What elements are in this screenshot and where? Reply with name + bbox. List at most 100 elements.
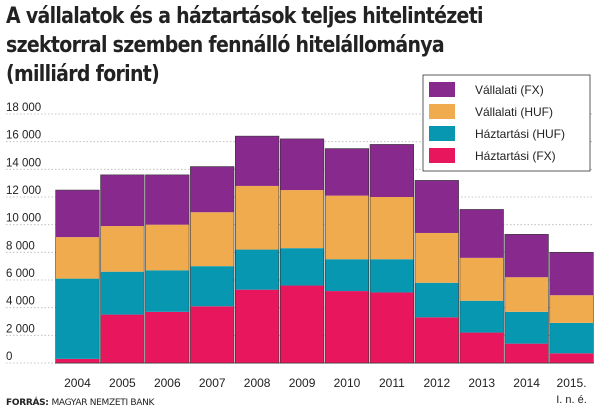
x-tick-label: 2010 xyxy=(334,376,361,390)
chart-title-line-1: A vállalatok és a háztartások teljes hit… xyxy=(6,4,484,29)
x-tick-label: 2011 xyxy=(379,376,405,390)
bar-segment xyxy=(190,166,235,213)
bar-outline xyxy=(55,189,100,364)
x-tick-label: 2008 xyxy=(244,376,271,390)
bars xyxy=(55,135,594,364)
bar-segment xyxy=(100,314,145,363)
chart-title: A vállalatok és a háztartások teljes hit… xyxy=(6,2,484,89)
bar-segment xyxy=(414,180,459,233)
bar-segment xyxy=(55,190,100,238)
x-tick-label: 2012 xyxy=(423,376,450,390)
bar-segment xyxy=(235,249,279,290)
bar-outline xyxy=(459,209,504,364)
bar-segment xyxy=(55,358,100,363)
y-tick-label: 0 xyxy=(6,351,12,363)
bar-segment xyxy=(190,212,235,267)
bar-outline xyxy=(235,135,280,364)
bar-segment xyxy=(145,311,190,363)
bar-segment xyxy=(414,282,459,318)
source-note: FORRÁS: MAGYAR NEMZETI BANK xyxy=(6,398,154,408)
bar-segment xyxy=(235,136,279,186)
bar-segment xyxy=(370,197,414,260)
legend: Vállalati (FX) Vállalati (HUF) Háztartási … xyxy=(422,74,591,172)
bar-outline xyxy=(324,148,370,364)
y-tick-label: 14 000 xyxy=(6,157,41,169)
bar-segment xyxy=(459,332,504,363)
y-tick-label: 12 000 xyxy=(6,185,41,197)
bar-segment xyxy=(55,237,100,279)
chart-title-line-2: szektorral szemben fennálló hitelállomán… xyxy=(6,33,445,58)
legend-label: Vállalati (FX) xyxy=(475,83,544,97)
x-tick-label: 2004 xyxy=(64,376,91,390)
bar-outline xyxy=(504,234,549,364)
bar-segment xyxy=(549,353,594,363)
x-tick-label: 2009 xyxy=(289,376,316,390)
bar-segment xyxy=(145,224,190,271)
y-tick-label: 10 000 xyxy=(6,213,41,225)
bar-segment xyxy=(280,285,324,363)
bar-segment xyxy=(100,174,145,227)
bar-segment xyxy=(145,270,190,312)
bar-segment xyxy=(280,248,324,286)
bar-segment xyxy=(100,271,145,315)
legend-swatch xyxy=(429,104,455,119)
bar-segment xyxy=(325,259,369,292)
bar-outline xyxy=(190,166,235,364)
bar-segment xyxy=(459,257,504,301)
x-tick-label: 2006 xyxy=(154,376,181,390)
source-text: MAGYAR NEMZETI BANK xyxy=(51,398,155,408)
bar-segment xyxy=(55,278,100,359)
legend-swatch xyxy=(429,82,455,97)
bar-segment xyxy=(190,266,235,307)
legend-swatch xyxy=(429,148,455,163)
bar-outline xyxy=(414,180,459,364)
legend-label: Háztartási (FX) xyxy=(475,149,556,163)
bar-segment xyxy=(100,226,145,272)
legend-label: Vállalati (HUF) xyxy=(475,105,553,119)
bar-segment xyxy=(325,148,369,196)
x-axis-tick-labels: 2004 2005 2006 2007 2008 2009 2010 2011 2012 2013… xyxy=(64,376,587,406)
x-tick-label: 2005 xyxy=(109,376,136,390)
bar-segment xyxy=(235,289,279,363)
bar-segment xyxy=(549,322,594,354)
bar-segment xyxy=(504,277,549,312)
source-label: FORRÁS: xyxy=(6,398,49,408)
chart-title-line-3: (milliárd forint) xyxy=(6,62,160,87)
bar-segment xyxy=(190,306,235,363)
x-tick-label: 2013 xyxy=(468,376,495,390)
bar-outline xyxy=(279,138,325,364)
bar-segment xyxy=(459,209,504,258)
bar-segment xyxy=(235,185,279,250)
bar-outline xyxy=(145,174,190,364)
y-tick-label: 4 000 xyxy=(6,296,35,308)
y-axis-tick-labels: 0 2 000 4 000 6 000 8 000 10 000 12 000 14 000 1… xyxy=(6,102,41,363)
bar-segment xyxy=(504,234,549,278)
y-tick-label: 16 000 xyxy=(6,130,41,142)
bar-segment xyxy=(145,174,190,225)
bar-outline xyxy=(100,174,145,364)
x-tick-note: I. n. é. xyxy=(556,394,587,406)
bar-segment xyxy=(370,144,414,197)
bar-segment xyxy=(504,343,549,363)
bar-segment xyxy=(504,311,549,344)
x-tick-label: 2015. xyxy=(557,376,587,390)
y-tick-label: 18 000 xyxy=(6,102,41,114)
y-tick-label: 2 000 xyxy=(6,323,35,335)
bar-outline xyxy=(549,252,594,364)
bar-segment xyxy=(325,291,369,363)
y-tick-label: 6 000 xyxy=(6,268,35,280)
bar-segment xyxy=(414,232,459,283)
bar-segment xyxy=(414,317,459,363)
x-tick-label: 2007 xyxy=(199,376,226,390)
bar-outline xyxy=(369,144,414,364)
bar-segment xyxy=(459,300,504,333)
bar-segment xyxy=(280,190,324,249)
bar-segment xyxy=(280,138,324,191)
bar-segment xyxy=(370,292,414,363)
bar-segment xyxy=(549,295,594,323)
bar-segment xyxy=(370,259,414,293)
bar-segment xyxy=(549,252,594,296)
x-tick-label: 2014 xyxy=(513,376,540,390)
legend-swatch xyxy=(429,126,455,141)
